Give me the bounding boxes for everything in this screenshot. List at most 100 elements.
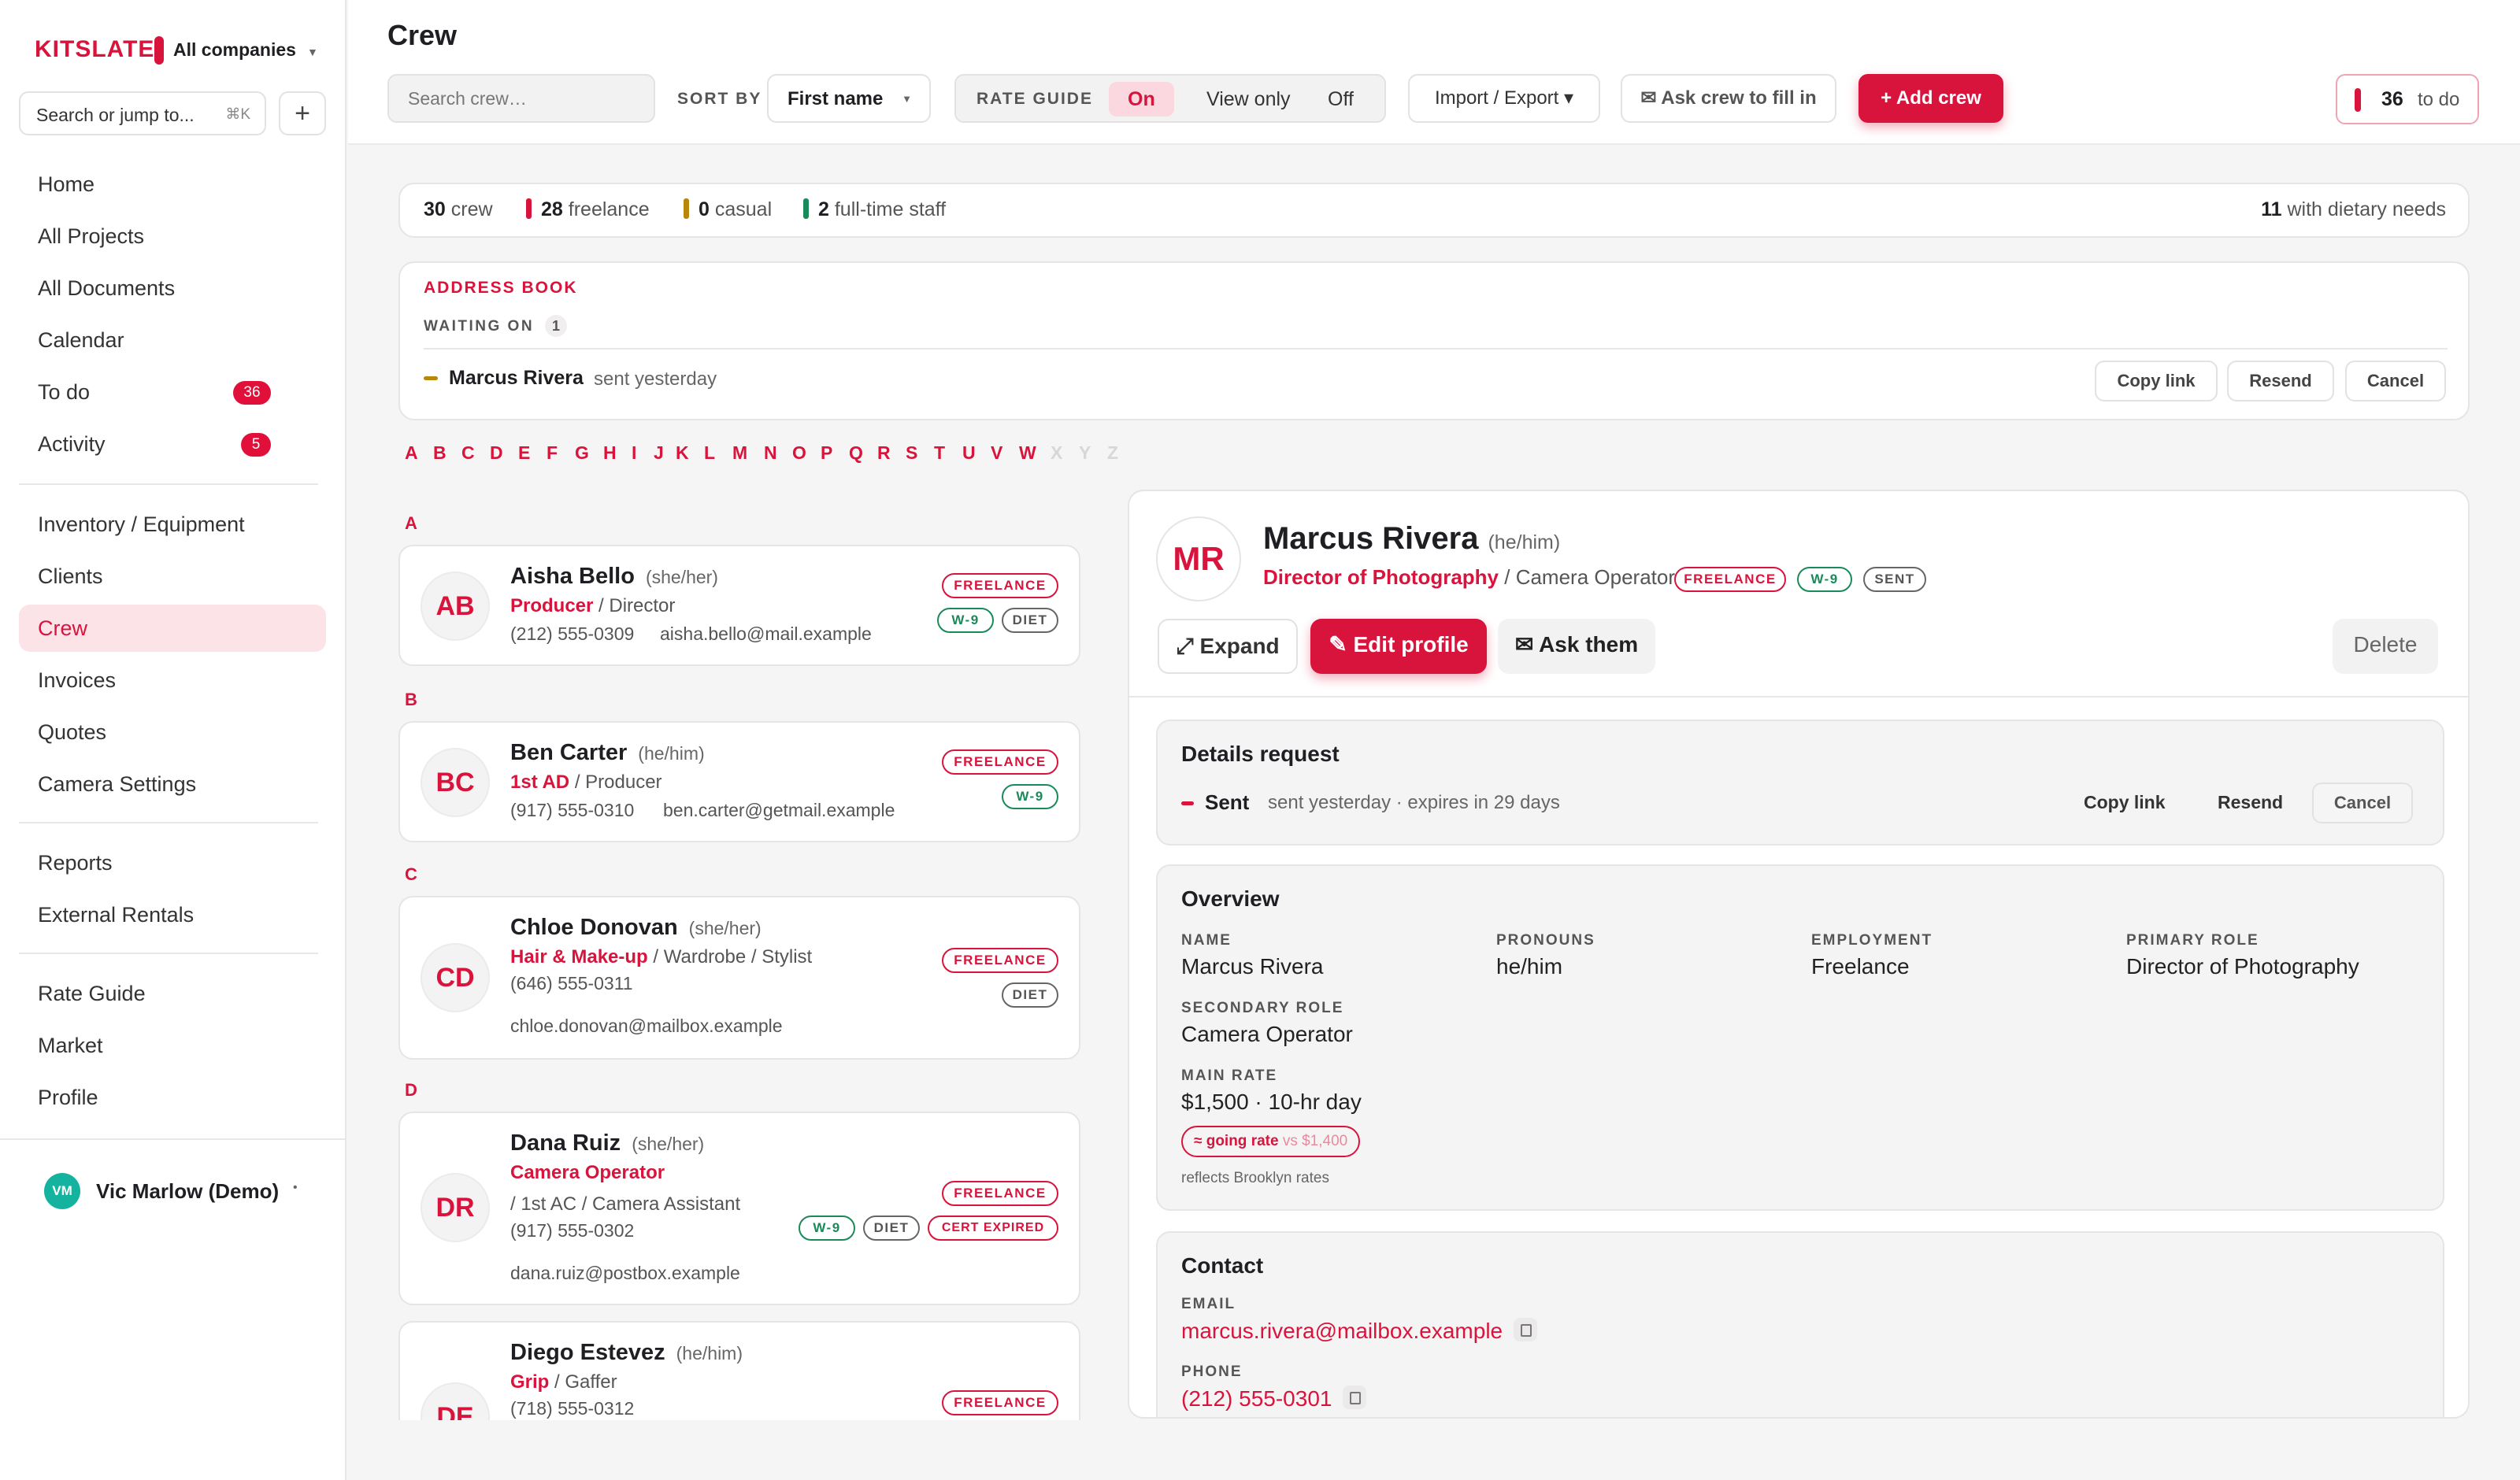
- avatar[interactable]: VM: [44, 1173, 80, 1209]
- crew-email: chloe.donovan@mailbox.example: [510, 1016, 783, 1036]
- company-switcher[interactable]: All companies ▼: [173, 39, 318, 61]
- copy-link-button[interactable]: Copy link: [2084, 792, 2166, 812]
- phone-link[interactable]: (212) 555-0301: [1181, 1386, 1332, 1411]
- going-rate-badge[interactable]: ≈ going rate vs $1,400: [1181, 1126, 1361, 1157]
- crew-name: Chloe Donovan (she/her): [510, 915, 762, 941]
- crew-card[interactable]: BC Ben Carter (he/him) 1st AD / Producer …: [398, 721, 1080, 842]
- edit-profile-button[interactable]: ✎ Edit profile: [1310, 619, 1487, 674]
- import-export-button[interactable]: Import / Export ▾: [1408, 74, 1600, 123]
- alpha-letter-n[interactable]: N: [764, 442, 777, 463]
- alpha-letter-m[interactable]: M: [732, 442, 748, 463]
- alpha-letter-d[interactable]: D: [490, 442, 503, 463]
- tag-freelance: FREELANCE: [942, 948, 1058, 973]
- crew-search-input[interactable]: Search crew…: [387, 74, 655, 123]
- copy-icon[interactable]: [1343, 1386, 1367, 1409]
- page-title: Crew: [387, 19, 458, 51]
- nav-profile[interactable]: Profile: [19, 1074, 326, 1121]
- add-button[interactable]: +: [279, 91, 326, 135]
- alpha-letter-u[interactable]: U: [962, 442, 976, 463]
- alpha-letter-w[interactable]: W: [1019, 442, 1036, 463]
- user-name[interactable]: Vic Marlow (Demo): [96, 1179, 280, 1203]
- primary-role: Producer: [510, 595, 594, 616]
- nav-camera-settings[interactable]: Camera Settings: [19, 760, 326, 808]
- nav-divider: [19, 483, 318, 485]
- nav-quotes[interactable]: Quotes: [19, 709, 326, 756]
- alpha-letter-t[interactable]: T: [934, 442, 946, 463]
- name-text: Dana Ruiz: [510, 1130, 621, 1156]
- field-label: PHONE: [1181, 1363, 1243, 1380]
- crew-card[interactable]: AB Aisha Bello (she/her) Producer / Direc…: [398, 545, 1080, 666]
- alpha-letter-o[interactable]: O: [792, 442, 806, 463]
- resend-button[interactable]: Resend: [2218, 792, 2284, 812]
- rate-guide-view-only[interactable]: View only: [1206, 88, 1291, 110]
- alpha-letter-v[interactable]: V: [991, 442, 1003, 463]
- nav-clients[interactable]: Clients: [19, 553, 326, 600]
- name-text: Ben Carter: [510, 740, 628, 765]
- nav-calendar[interactable]: Calendar: [19, 316, 326, 364]
- alpha-letter-b[interactable]: B: [433, 442, 447, 463]
- cancel-button[interactable]: Cancel: [2312, 783, 2413, 823]
- alpha-letter-p[interactable]: P: [821, 442, 833, 463]
- nav-market[interactable]: Market: [19, 1022, 326, 1069]
- nav-external-rentals[interactable]: External Rentals: [19, 891, 326, 938]
- alpha-letter-h[interactable]: H: [603, 442, 617, 463]
- alpha-letter-s[interactable]: S: [906, 442, 918, 463]
- copy-icon[interactable]: [1514, 1318, 1538, 1341]
- alpha-letter-a[interactable]: A: [405, 442, 418, 463]
- chevron-down-icon: ▼: [902, 93, 912, 105]
- ask-them-button[interactable]: ✉ Ask them: [1498, 619, 1655, 674]
- tag-freelance: FREELANCE: [942, 1181, 1058, 1206]
- nav-reports[interactable]: Reports: [19, 839, 326, 886]
- tag-sent: SENT: [1863, 567, 1926, 592]
- stat-freelance: 28 freelance: [526, 198, 650, 221]
- crew-role: Grip / Gaffer: [510, 1371, 617, 1393]
- copy-link-button[interactable]: Copy link: [2095, 361, 2218, 401]
- crew-card[interactable]: DR Dana Ruiz (she/her) Camera Operator / …: [398, 1112, 1080, 1305]
- email-link[interactable]: marcus.rivera@mailbox.example: [1181, 1319, 1503, 1343]
- rate-guide-off[interactable]: Off: [1328, 88, 1354, 110]
- tag-w9: W-9: [937, 608, 994, 633]
- crew-card[interactable]: CD Chloe Donovan (she/her) Hair & Make-up…: [398, 896, 1080, 1060]
- sort-select[interactable]: First name ▼: [767, 74, 931, 123]
- cancel-button[interactable]: Cancel: [2345, 361, 2446, 401]
- ask-crew-button[interactable]: ✉ Ask crew to fill in: [1621, 74, 1836, 123]
- alpha-letter-f[interactable]: F: [547, 442, 558, 463]
- alpha-letter-k[interactable]: K: [676, 442, 689, 463]
- tag-freelance: FREELANCE: [942, 749, 1058, 775]
- nav-all-documents[interactable]: All Documents: [19, 265, 326, 312]
- crew-phone: (917) 555-0310: [510, 800, 635, 820]
- nav-rate-guide[interactable]: Rate Guide: [19, 970, 326, 1017]
- rate-guide-on[interactable]: On: [1109, 82, 1174, 117]
- delete-button[interactable]: Delete: [2333, 619, 2438, 674]
- nav-todo[interactable]: To do 36: [19, 368, 326, 416]
- stat-label: casual: [714, 198, 773, 220]
- nav-inventory[interactable]: Inventory / Equipment: [19, 501, 326, 548]
- alpha-letter-e[interactable]: E: [518, 442, 531, 463]
- nav-activity[interactable]: Activity 5: [19, 420, 326, 468]
- nav-home[interactable]: Home: [19, 161, 326, 208]
- todo-counter[interactable]: 36 to do: [2336, 74, 2479, 124]
- alpha-letter-q[interactable]: Q: [849, 442, 863, 463]
- waiting-person[interactable]: Marcus Rivera: [449, 367, 584, 389]
- alpha-letter-r[interactable]: R: [877, 442, 891, 463]
- alpha-letter-j[interactable]: J: [654, 442, 664, 463]
- resend-button[interactable]: Resend: [2227, 361, 2334, 401]
- alpha-letter-l[interactable]: L: [704, 442, 716, 463]
- avatar: MR: [1156, 516, 1241, 601]
- brand-logo[interactable]: KITSLATE: [35, 36, 155, 62]
- user-menu-icon[interactable]: •: [293, 1181, 298, 1194]
- alpha-letter-c[interactable]: C: [461, 442, 475, 463]
- alpha-letter-g[interactable]: G: [575, 442, 589, 463]
- nav-invoices[interactable]: Invoices: [19, 657, 326, 704]
- add-crew-button[interactable]: + Add crew: [1858, 74, 2003, 123]
- alpha-letter-i[interactable]: I: [632, 442, 637, 463]
- detail-role: Director of Photography / Camera Operato…: [1263, 565, 1675, 590]
- expand-button[interactable]: ⤢ Expand: [1158, 619, 1298, 674]
- nav-all-projects[interactable]: All Projects: [19, 213, 326, 260]
- todo-label: to do: [2418, 89, 2460, 110]
- nav-crew[interactable]: Crew: [19, 605, 326, 652]
- field-pronouns: he/him: [1496, 954, 1563, 979]
- jump-search-input[interactable]: Search or jump to... ⌘K: [19, 91, 266, 135]
- name-text: Chloe Donovan: [510, 915, 678, 940]
- crew-card[interactable]: DE Diego Estevez (he/him) Grip / Gaffer (…: [398, 1321, 1080, 1420]
